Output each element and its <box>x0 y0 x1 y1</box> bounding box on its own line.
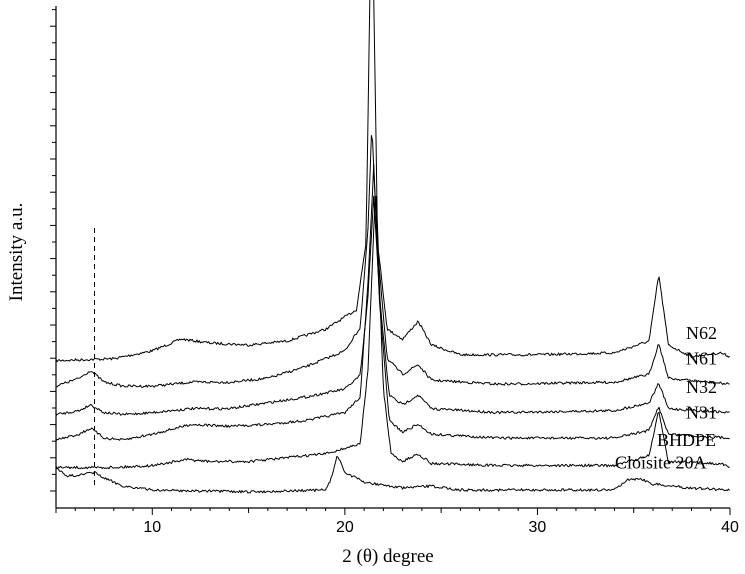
series-label-n61: N61 <box>686 349 717 369</box>
traces-layer <box>55 0 730 494</box>
y-axis-ticks <box>50 9 56 492</box>
x-axis-label: 2 (θ) degree <box>342 546 433 567</box>
trace-n62 <box>55 0 730 363</box>
series-label-n31: N31 <box>686 402 717 422</box>
trace-n32 <box>55 195 730 417</box>
series-label-n32: N32 <box>686 377 717 397</box>
trace-n61 <box>55 135 730 388</box>
trace-n31 <box>55 163 730 442</box>
series-label-bhdpe: BHDPE <box>657 430 716 450</box>
x-tick-label: 20 <box>336 519 354 536</box>
x-tick-label: 40 <box>721 519 739 536</box>
series-label-cloisite-20a: Cloisite 20A <box>615 452 707 472</box>
trace-bhdpe <box>56 195 730 470</box>
x-tick-label: 10 <box>143 519 161 536</box>
x-tick-label: 30 <box>529 519 547 536</box>
y-axis-label: Intensity a.u. <box>6 203 27 302</box>
x-axis-ticks: 10 20 30 40 <box>55 508 739 536</box>
series-label-n62: N62 <box>686 323 717 343</box>
trace-cloisite-20a <box>55 456 730 494</box>
